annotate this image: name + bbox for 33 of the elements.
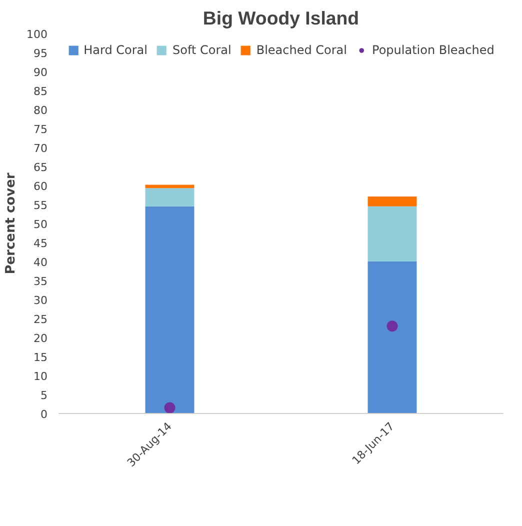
y-tick-label: 60: [34, 180, 48, 193]
y-tick-label: 5: [40, 389, 48, 402]
y-tick-label: 70: [34, 142, 48, 155]
bar: [145, 206, 194, 414]
legend-label: Hard Coral: [84, 43, 148, 57]
y-tick-label: 15: [34, 351, 48, 364]
y-tick-label: 75: [34, 123, 48, 136]
chart-title: Big Woody Island: [202, 8, 360, 28]
y-tick-label: 45: [34, 237, 48, 250]
y-tick-label: 80: [34, 104, 48, 117]
y-tick-label: 20: [34, 332, 48, 345]
y-tick-label: 55: [34, 199, 48, 212]
legend-label: Population Bleached: [372, 43, 494, 57]
y-tick-label: 10: [34, 370, 48, 383]
y-tick-label: 40: [34, 256, 48, 269]
y-tick-label: 25: [34, 313, 48, 326]
bar: [368, 262, 417, 414]
y-tick-label: 35: [34, 275, 48, 288]
y-tick-label: 50: [34, 218, 48, 231]
y-tick-label: 85: [34, 85, 48, 98]
y-tick-label: 100: [26, 28, 48, 41]
legend-label: Soft Coral: [172, 43, 232, 57]
bar: [145, 184, 194, 188]
y-tick-label: 30: [34, 294, 48, 307]
y-tick-label: 90: [34, 66, 48, 79]
legend-label: Bleached Coral: [256, 43, 348, 57]
y-tick-label: 0: [40, 408, 48, 421]
bar: [145, 188, 194, 206]
y-axis-title: Percent cover: [4, 172, 19, 274]
bar: [368, 196, 417, 206]
y-tick-label: 65: [34, 161, 48, 174]
y-tick-label: 95: [34, 47, 48, 60]
bar: [368, 206, 417, 262]
